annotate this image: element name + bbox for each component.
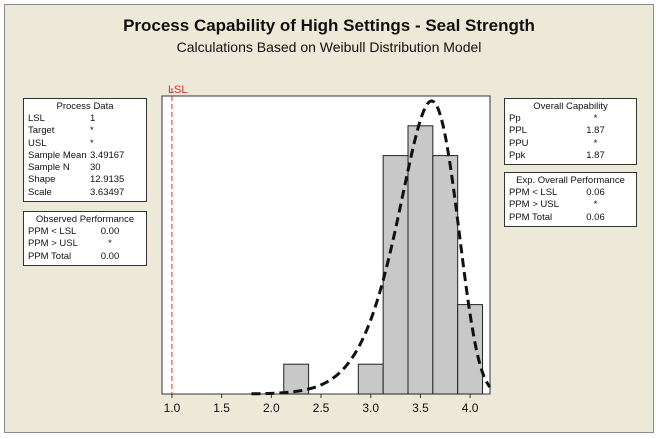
lsl-label: LSL [168,84,188,96]
stat-label: PPM > USL [509,199,559,211]
x-tick-label: 1.0 [164,401,181,415]
stat-value: 0.00 [100,226,120,237]
stat-label: PPM Total [509,211,553,223]
stat-value: 1.87 [586,125,605,137]
x-tick-label: 3.0 [362,401,379,415]
stat-row: PPM > USL * [28,238,142,250]
stat-label: PPU [509,137,529,149]
stat-value: 30 [90,162,101,174]
chart-title: Process Capability of High Settings - Se… [123,16,535,35]
stat-label: Scale [28,186,52,198]
overall-capability-heading: Overall Capability [533,101,608,112]
stat-label: PPM < LSL [28,226,77,237]
stat-label: Pp [509,113,521,124]
stat-row: PPL 1.87 [509,125,632,137]
observed-performance-box: Observed Performance PPM < LSL 0.00 PPM > … [23,211,147,266]
stat-row: PPM Total 0.00 [28,251,142,263]
stat-value: * [90,137,94,149]
stat-label: Shape [28,174,56,186]
histogram-bar [357,363,384,395]
stat-label: LSL [28,113,45,124]
x-tick-label: 4.0 [462,401,479,415]
observed-performance-heading: Observed Performance [35,214,135,225]
stat-value: * [593,137,598,149]
stat-row: PPM < LSL 0.00 [28,226,142,238]
stat-value: 12.9135 [90,174,125,186]
stat-value: 3.49167 [90,149,125,161]
stat-label: PPM > USL [28,238,78,250]
overall-capability-box: Overall Capability Pp * PPL 1.87 PPU * Ppk 1.87 [504,98,637,166]
stat-value: 1 [90,113,96,124]
stat-row: USL * [28,138,142,150]
stat-row: Shape 12.9135 [28,174,142,186]
stat-label: PPM < LSL [509,187,558,198]
process-data-heading: Process Data [56,101,114,112]
histogram-bar [407,125,434,395]
stat-label: PPM Total [28,250,72,262]
stat-label: PPL [509,125,527,137]
stat-row: Sample Mean 3.49167 [28,150,142,162]
x-tick-label: 2.5 [313,401,330,415]
stat-row: PPM > USL * [509,199,632,211]
stat-label: Ppk [509,149,526,161]
exp-overall-performance-box: Exp. Overall Performance PPM < LSL 0.06 PP… [504,172,637,227]
x-tick-label: 2.0 [263,401,280,415]
chart-subtitle: Calculations Based on Weibull Distributi… [176,39,482,55]
stat-value: 0.06 [586,211,605,223]
fitted-distribution-curve [251,99,492,396]
x-tick-label: 3.5 [412,401,429,415]
x-tick-label: 1.5 [213,401,230,415]
stat-label: Sample N [28,162,70,174]
process-data-box: Process Data LSL 1 Target * USL * Sample Mean 3… [23,98,147,203]
stat-value: * [593,113,598,124]
stat-row: Sample N 30 [28,162,142,174]
histogram-bar [283,363,310,395]
stat-row: PPM < LSL 0.06 [509,187,632,199]
stat-row: Target * [28,125,142,137]
stat-row: PPU * [509,138,632,150]
stat-value: 3.63497 [90,186,125,198]
exp-overall-performance-heading: Exp. Overall Performance [516,175,625,186]
stat-row: PPM Total 0.06 [509,212,632,224]
stat-label: Sample Mean [28,149,87,161]
stat-row: Ppk 1.87 [509,150,632,162]
stat-label: Target [28,125,55,137]
stat-label: USL [28,137,47,149]
stat-value: 0.00 [100,250,120,262]
stat-value: * [90,125,94,137]
stat-row: Pp * [509,113,632,125]
stat-value: 1.87 [586,149,605,161]
stat-value: * [593,199,598,211]
stat-row: LSL 1 [28,113,142,125]
stat-value: 0.06 [586,187,605,198]
stat-value: * [108,238,112,250]
stat-row: Scale 3.63497 [28,187,142,199]
